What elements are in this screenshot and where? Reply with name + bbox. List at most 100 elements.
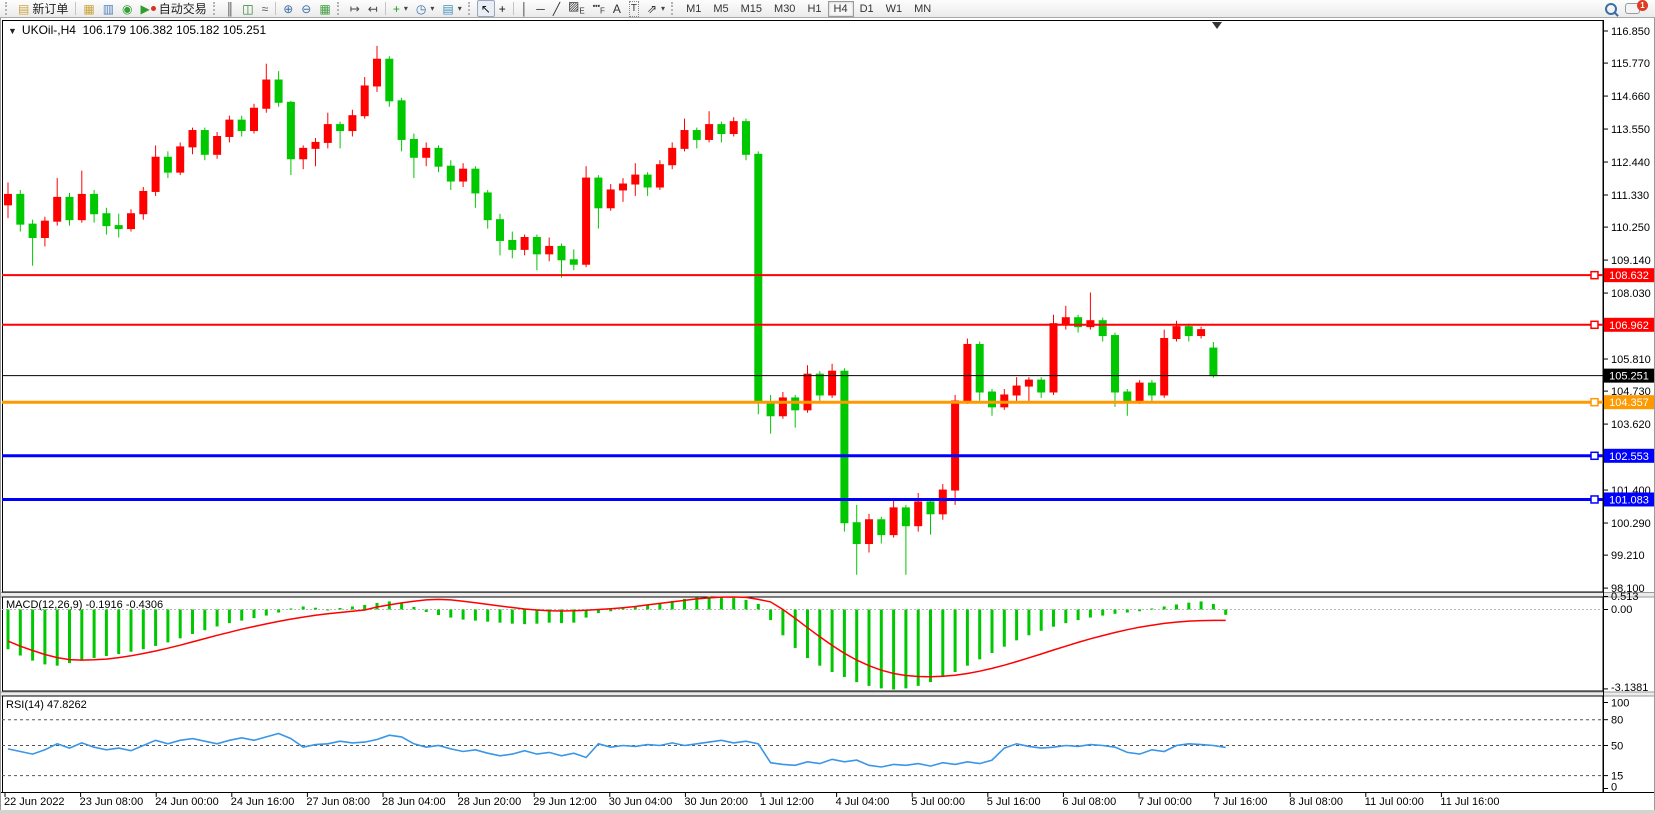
svg-text:0: 0 — [1611, 782, 1617, 794]
add-indicator-icon: + — [392, 1, 400, 16]
toolbar-separator — [275, 2, 277, 15]
panel-separator[interactable] — [0, 592, 1655, 597]
periods-button[interactable]: ◷ ▾ — [412, 0, 439, 17]
new-order-button[interactable]: ▤ 新订单 — [14, 0, 72, 17]
timeframe-m30-button[interactable]: M30 — [774, 2, 796, 15]
horizontal-line-101.083[interactable] — [2, 495, 1603, 504]
svg-text:106.962: 106.962 — [1609, 320, 1649, 332]
svg-text:108.030: 108.030 — [1611, 288, 1651, 300]
horizontal-line-104.357[interactable] — [2, 397, 1603, 407]
auto-scroll-button[interactable]: ↦ — [346, 0, 364, 17]
svg-text:-3.1381: -3.1381 — [1611, 682, 1648, 694]
fibonacci-button[interactable]: ┅F — [589, 0, 609, 17]
svg-text:30 Jun 20:00: 30 Jun 20:00 — [684, 796, 748, 808]
timeframe-mn-button[interactable]: MN — [914, 2, 932, 15]
horizontal-line-icon: ─ — [536, 1, 545, 16]
svg-text:0.00: 0.00 — [1611, 604, 1632, 616]
candle-chart-button[interactable]: ◫ — [238, 0, 257, 17]
text-button[interactable]: A — [609, 0, 625, 17]
toolbar-separator — [512, 2, 514, 15]
svg-text:80: 80 — [1611, 715, 1623, 727]
bar-chart-button[interactable]: ║ — [222, 0, 239, 17]
arrow-tools-button[interactable]: ⇗ ▾ — [643, 0, 669, 17]
templates-button[interactable]: ▤ ▾ — [438, 0, 465, 17]
new-chart-icon: ▦ — [83, 1, 95, 16]
panel-separator[interactable] — [0, 691, 1655, 696]
horizontal-line-108.632[interactable] — [2, 270, 1603, 280]
candlestick-icon: ◫ — [242, 1, 254, 16]
timeframe-h4-button[interactable]: H4 — [827, 0, 854, 17]
horizontal-line-button[interactable]: ─ — [532, 0, 549, 17]
time-axis[interactable]: 22 Jun 2022 23 Jun 08:00 24 Jun 00:00 24 Ju… — [0, 792, 1655, 809]
timeframe-m5-button[interactable]: M5 — [713, 2, 729, 15]
vertical-line-button[interactable]: │ — [517, 0, 533, 17]
timeframe-h1-button[interactable]: H1 — [807, 2, 822, 15]
svg-text:24 Jun 00:00: 24 Jun 00:00 — [155, 796, 219, 808]
svg-text:28 Jun 04:00: 28 Jun 04:00 — [382, 796, 446, 808]
trendline-button[interactable]: ╱ — [549, 0, 564, 17]
bar-chart-icon: ║ — [225, 1, 235, 16]
chart-shift-button[interactable]: ↤ — [364, 0, 382, 17]
search-button[interactable] — [1601, 0, 1621, 17]
toolbar-grip — [467, 2, 473, 15]
svg-text:113.550: 113.550 — [1611, 124, 1650, 136]
rsi-header: RSI(14) 47.8262 — [6, 699, 87, 711]
profiles-button[interactable]: ▥ — [99, 0, 118, 17]
signals-button[interactable]: ◉ — [118, 0, 136, 17]
cursor-button[interactable]: ↖ — [476, 0, 495, 17]
timeframe-w1-button[interactable]: W1 — [885, 2, 903, 15]
svg-text:11 Jul 00:00: 11 Jul 00:00 — [1365, 796, 1424, 808]
search-icon — [1605, 2, 1617, 15]
tile-windows-button[interactable]: ▦ — [315, 0, 334, 17]
autotrading-button[interactable]: ▶ 自动交易 — [137, 0, 211, 17]
svg-text:29 Jun 12:00: 29 Jun 12:00 — [533, 796, 597, 808]
svg-text:11 Jul 16:00: 11 Jul 16:00 — [1440, 796, 1499, 808]
macd-header: MACD(12,26,9) -0.1916 -0.4306 — [6, 599, 164, 611]
svg-text:105.251: 105.251 — [1609, 371, 1649, 383]
arrow-tools-dropdown-icon: ▾ — [661, 4, 666, 13]
equidistant-channel-icon: ▨E — [568, 0, 585, 16]
svg-text:116.850: 116.850 — [1611, 26, 1650, 38]
svg-text:99.210: 99.210 — [1611, 550, 1645, 562]
svg-text:111.330: 111.330 — [1611, 190, 1649, 202]
svg-text:105.810: 105.810 — [1611, 354, 1651, 366]
symbol-menu-icon[interactable]: ▼ — [8, 26, 17, 36]
ohlc-values: 106.179 106.382 105.182 105.251 — [82, 23, 267, 37]
periods-dropdown-icon: ▾ — [430, 4, 435, 13]
add-indicator-button[interactable]: + ▾ — [389, 0, 412, 17]
macd-signal-line — [7, 596, 1226, 678]
horizontal-line-106.962[interactable] — [2, 320, 1603, 330]
svg-text:100: 100 — [1611, 698, 1629, 710]
svg-text:27 Jun 08:00: 27 Jun 08:00 — [306, 796, 370, 808]
zoom-in-icon: ⊕ — [283, 1, 294, 16]
toolbar: ▤ 新订单 ▦ ▥ ◉ ▶ 自动交易 ║ ◫ ≈ ⊕ ⊖ ▦ ↦ ↤ + ▾ ◷ ▾ ▤ ▾ ↖ + │ ─ ╱ ▨E ┅F A T ⇗ ▾ M… — [0, 0, 1655, 18]
crosshair-icon: + — [498, 1, 506, 16]
crosshair-button[interactable]: + — [495, 0, 510, 17]
chart-shift-icon: ↤ — [367, 1, 378, 16]
new-chart-button[interactable]: ▦ — [79, 0, 98, 17]
equidistant-channel-button[interactable]: ▨E — [564, 0, 589, 17]
timeframe-m1-button[interactable]: M1 — [686, 2, 702, 15]
svg-text:50: 50 — [1611, 741, 1623, 753]
svg-text:108.632: 108.632 — [1609, 270, 1649, 282]
svg-text:7 Jul 00:00: 7 Jul 00:00 — [1138, 796, 1192, 808]
line-chart-icon: ≈ — [261, 1, 269, 16]
chat-button[interactable]: 1 — [1621, 0, 1652, 17]
svg-text:24 Jun 16:00: 24 Jun 16:00 — [231, 796, 295, 808]
svg-text:5 Jul 00:00: 5 Jul 00:00 — [911, 796, 965, 808]
svg-text:28 Jun 20:00: 28 Jun 20:00 — [458, 796, 522, 808]
timeframe-m15-button[interactable]: M15 — [740, 2, 763, 15]
horizontal-line-102.553[interactable] — [2, 451, 1603, 461]
toolbar-grip — [5, 2, 10, 15]
svg-text:8 Jul 08:00: 8 Jul 08:00 — [1289, 796, 1343, 808]
price-axis[interactable]: 116.850 115.770 114.660 113.550 112.440 111.3… — [1603, 20, 1654, 792]
autotrading-icon: ▶ — [140, 1, 150, 16]
chart-shift-marker-icon[interactable] — [1212, 22, 1222, 29]
zoom-out-button[interactable]: ⊖ — [297, 0, 315, 17]
autotrading-label: 自动交易 — [158, 2, 207, 16]
line-chart-button[interactable]: ≈ — [258, 0, 273, 17]
timeframe-d1-button[interactable]: D1 — [859, 2, 874, 15]
text-label-button[interactable]: T — [625, 0, 643, 17]
zoom-in-button[interactable]: ⊕ — [279, 0, 297, 17]
